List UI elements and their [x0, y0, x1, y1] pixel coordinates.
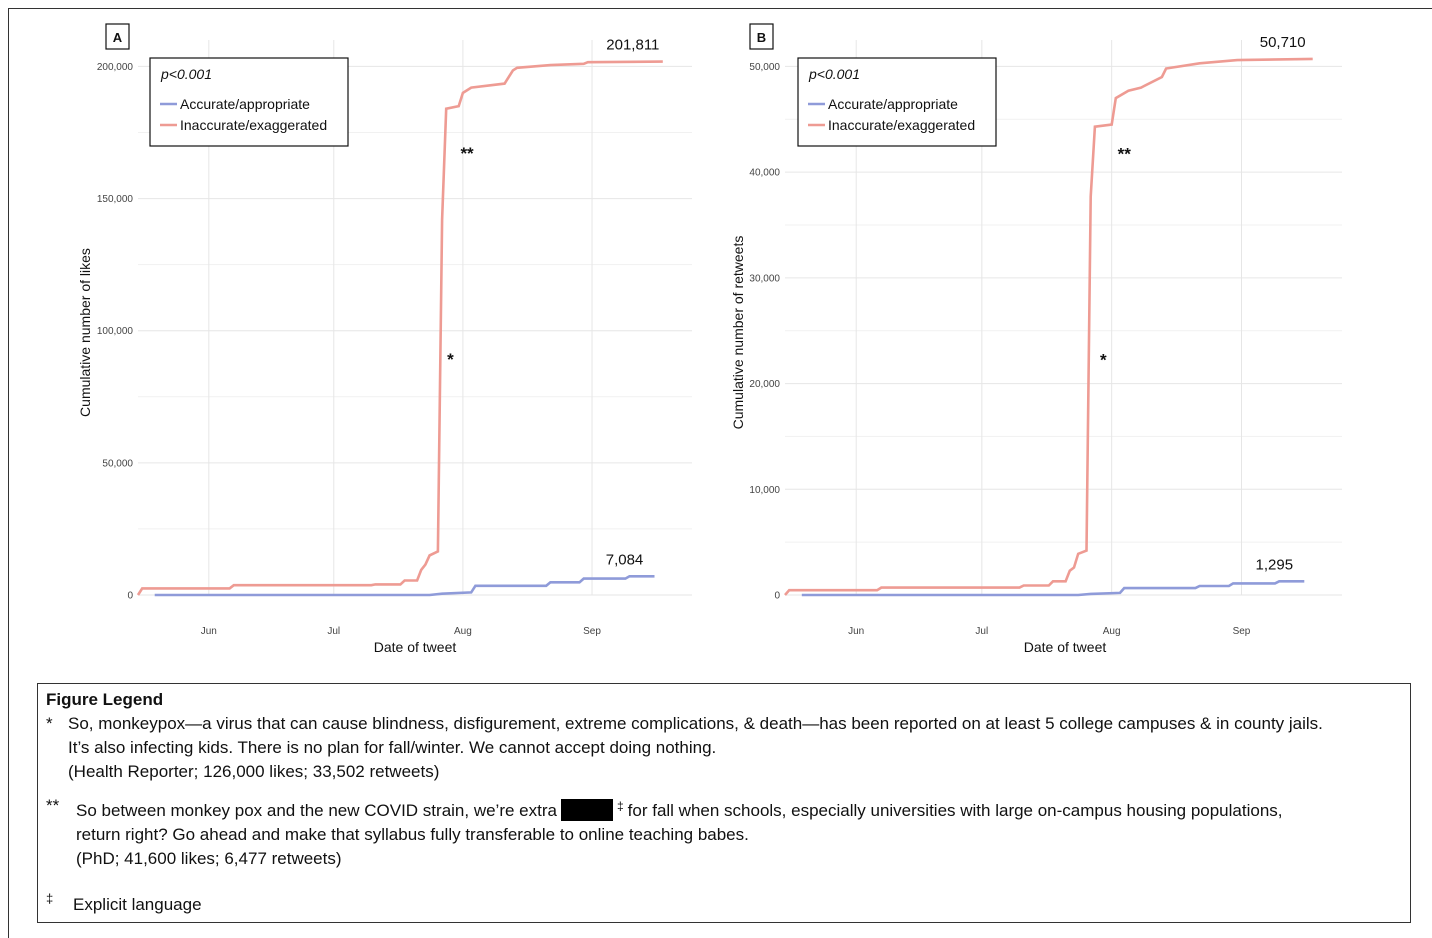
- chart-panel-a: 0 50,000 100,000 150,000 200,000 Jun Jul Aug Sep…: [77, 23, 692, 655]
- x-tick-label: Aug: [1103, 626, 1121, 637]
- legend-note-2: ** So between monkey pox and the new COV…: [46, 794, 1402, 871]
- annotation-marker: **: [1118, 144, 1132, 163]
- end-value-label: 50,710: [1260, 34, 1306, 51]
- x-tick-label: Jun: [848, 626, 864, 637]
- p-value-label: p<0.001: [160, 66, 212, 82]
- y-tick-label: 150,000: [97, 194, 134, 205]
- panel-label: B: [757, 30, 766, 45]
- y-tick-label: 50,000: [749, 62, 780, 73]
- x-tick-label: Jul: [975, 626, 988, 637]
- note-2-source: (PhD; 41,600 likes; 6,477 retweets): [76, 849, 342, 868]
- legend-entry: Inaccurate/exaggerated: [828, 117, 975, 133]
- chart-legend-box: [149, 57, 349, 147]
- charts-canvas: 0 50,000 100,000 150,000 200,000 Jun Jul Aug Sep…: [77, 23, 1342, 655]
- y-tick-label: 50,000: [102, 458, 133, 469]
- annotation-marker: *: [1100, 351, 1107, 370]
- series-line-accurate: [801, 579, 1305, 597]
- y-tick-label: 10,000: [749, 485, 780, 496]
- note-2-line-1a: So between monkey pox and the new COVID …: [76, 801, 557, 820]
- y-tick-label: 20,000: [749, 379, 780, 390]
- series-line-inaccurate: [136, 60, 663, 596]
- x-tick-label: Sep: [583, 626, 601, 637]
- panel-label-box: [105, 23, 130, 50]
- end-value-label: 201,811: [606, 37, 659, 54]
- chart-legend-box: [797, 57, 997, 147]
- note-1-line-2: It’s also infecting kids. There is no pl…: [68, 738, 717, 757]
- x-tick-label: Sep: [1233, 626, 1251, 637]
- y-tick-label: 0: [774, 591, 780, 602]
- x-axis-title: Date of tweet: [374, 639, 457, 655]
- figure-frame: [8, 8, 1432, 938]
- y-tick-label: 200,000: [97, 62, 134, 73]
- y-tick-label: 100,000: [97, 326, 134, 337]
- note-1-line-1: So, monkeypox—a virus that can cause bli…: [68, 714, 1323, 733]
- y-tick-label: 30,000: [749, 273, 780, 284]
- note-3-text: Explicit language: [73, 895, 202, 914]
- note-1-marker: *: [46, 714, 53, 733]
- figure-legend-title: Figure Legend: [46, 690, 164, 709]
- x-tick-label: Aug: [454, 626, 472, 637]
- figure-legend: Figure Legend * So, monkeypox—a virus th…: [37, 683, 1411, 923]
- annotation-marker: **: [460, 144, 474, 163]
- end-value-label: 7,084: [606, 551, 644, 568]
- y-tick-label: 0: [127, 591, 133, 602]
- series-line-accurate: [154, 574, 655, 597]
- x-tick-label: Jun: [201, 626, 217, 637]
- panel-label-box: [749, 23, 774, 50]
- x-tick-label: Jul: [327, 626, 340, 637]
- panel-label: A: [113, 30, 123, 45]
- note-1-source: (Health Reporter; 126,000 likes; 33,502 …: [68, 762, 440, 781]
- series-line-inaccurate: [784, 57, 1313, 596]
- end-value-label: 1,295: [1256, 556, 1294, 573]
- y-axis-title: Cumulative number of retweets: [730, 236, 746, 430]
- annotation-marker: *: [447, 350, 454, 369]
- legend-note-1: * So, monkeypox—a virus that can cause b…: [46, 712, 1402, 784]
- note-3-marker: ‡: [46, 891, 54, 906]
- chart-panel-b: 0 10,000 20,000 30,000 40,000 50,000 Jun Jul Aug…: [730, 23, 1342, 655]
- note-2-marker: **: [46, 796, 60, 815]
- note-2-line-2: return right? Go ahead and make that syl…: [76, 825, 749, 844]
- legend-entry: Accurate/appropriate: [180, 96, 310, 112]
- x-axis-title: Date of tweet: [1024, 639, 1107, 655]
- legend-entry: Inaccurate/exaggerated: [180, 117, 327, 133]
- redaction-block: [560, 799, 613, 821]
- dagger-mark: ‡: [616, 799, 624, 813]
- y-tick-label: 40,000: [749, 168, 780, 179]
- legend-note-3: ‡ Explicit language: [46, 891, 1402, 917]
- p-value-label: p<0.001: [808, 66, 860, 82]
- note-2-line-1b: for fall when schools, especially univer…: [627, 801, 1283, 820]
- y-axis-title: Cumulative number of likes: [77, 248, 93, 417]
- legend-entry: Accurate/appropriate: [828, 96, 958, 112]
